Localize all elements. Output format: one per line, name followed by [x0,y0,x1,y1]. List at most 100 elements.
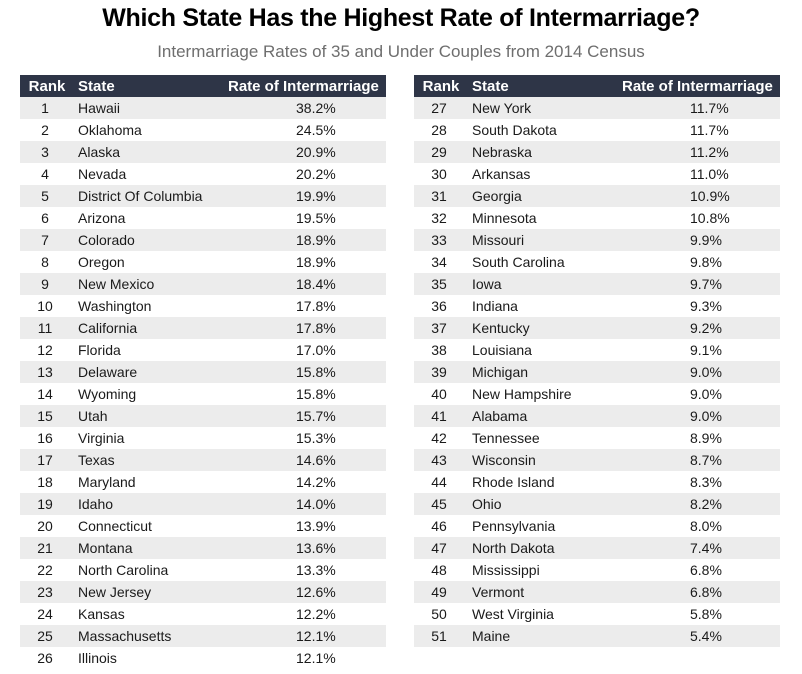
rate-cell: 9.9% [622,229,780,251]
table-row: 6 Arizona 19.5% [20,207,386,229]
state-cell: Tennessee [472,430,540,446]
state-cell: Michigan [464,361,622,383]
rank-cell: 22 [37,562,53,578]
table-row: 18 Maryland 14.2% [20,471,386,493]
table-row: 43 Wisconsin 8.7% [414,449,780,471]
rank-cell: 4 [41,166,49,182]
rank-cell: 21 [20,537,70,559]
table-row: 38 Louisiana 9.1% [414,339,780,361]
table-row: 22 North Carolina 13.3% [20,559,386,581]
rate-cell: 10.9% [622,185,780,207]
table-row: 27 New York 11.7% [414,97,780,119]
state-cell: Nebraska [464,141,622,163]
table-row: 13 Delaware 15.8% [20,361,386,383]
table-row: 10 Washington 17.8% [20,295,386,317]
rank-cell: 36 [431,298,447,314]
column-header-rank: Rank [20,75,70,97]
rank-cell: 34 [431,254,447,270]
state-cell: Nevada [78,166,127,182]
table-row: 16 Virginia 15.3% [20,427,386,449]
rate-cell: 10.8% [690,210,730,226]
state-cell: Minnesota [472,210,537,226]
rate-cell: 9.0% [690,386,722,402]
column-header-state: State [70,75,228,97]
rate-cell: 11.7% [622,97,780,119]
state-cell: Kentucky [464,317,622,339]
rate-cell: 12.2% [296,606,336,622]
rate-cell: 5.8% [690,606,722,622]
rank-cell: 12 [37,342,53,358]
rank-cell: 23 [20,581,70,603]
rank-cell: 51 [414,625,464,647]
rate-cell: 8.0% [690,518,722,534]
rate-cell: 20.2% [296,166,336,182]
rank-table-right: Rank State Rate of Intermarriage 27 New Y… [414,75,780,647]
state-cell: Hawaii [70,97,228,119]
state-cell: Indiana [472,298,518,314]
rank-cell: 1 [20,97,70,119]
page-title: Which State Has the Highest Rate of Inte… [102,4,700,32]
rank-cell: 16 [37,430,53,446]
state-cell: South Dakota [472,122,557,138]
state-cell: Alaska [70,141,228,163]
rank-cell: 27 [414,97,464,119]
rank-cell: 2 [41,122,49,138]
rate-cell: 17.8% [228,317,386,339]
rank-cell: 10 [37,298,53,314]
state-cell: Arizona [78,210,126,226]
table-body: 1 Hawaii 38.2% 2 Oklahoma 24.5% 3 Alaska 20.9% 4 N… [20,97,386,669]
table-row: 41 Alabama 9.0% [414,405,780,427]
state-cell: Arkansas [472,166,531,182]
rate-cell: 12.6% [228,581,386,603]
state-cell: Vermont [464,581,622,603]
state-cell: New Hampshire [472,386,572,402]
table-row: 46 Pennsylvania 8.0% [414,515,780,537]
table-row: 48 Mississippi 6.8% [414,559,780,581]
rate-cell: 5.4% [622,625,780,647]
table-row: 26 Illinois 12.1% [20,647,386,669]
rank-cell: 38 [431,342,447,358]
rate-cell: 11.0% [690,166,729,182]
state-cell: Colorado [70,229,228,251]
state-cell: Wyoming [78,386,137,402]
rate-cell: 24.5% [296,122,336,138]
rank-cell: 32 [431,210,447,226]
state-cell: West Virginia [472,606,554,622]
column-header-rank: Rank [414,75,464,97]
rate-cell: 9.8% [690,254,722,270]
rank-cell: 9 [20,273,70,295]
state-cell: Maine [464,625,622,647]
state-cell: New Jersey [70,581,228,603]
rate-cell: 6.8% [622,581,780,603]
state-cell: Oklahoma [78,122,142,138]
rate-cell: 12.1% [296,650,336,666]
rank-cell: 3 [20,141,70,163]
rank-cell: 24 [37,606,53,622]
table-row: 47 North Dakota 7.4% [414,537,780,559]
rank-cell: 30 [431,166,447,182]
rate-cell: 18.9% [296,254,336,270]
state-cell: Utah [70,405,228,427]
rate-cell: 9.0% [622,361,780,383]
state-cell: Pennsylvania [472,518,556,534]
state-cell: Ohio [464,493,622,515]
rank-cell: 37 [414,317,464,339]
rate-cell: 15.8% [296,386,336,402]
state-cell: Kansas [78,606,125,622]
rate-cell: 8.2% [622,493,780,515]
state-cell: South Carolina [472,254,565,270]
table-row: 31 Georgia 10.9% [414,185,780,207]
state-cell: Louisiana [472,342,532,358]
table-row: 35 Iowa 9.7% [414,273,780,295]
rate-cell: 20.9% [228,141,386,163]
table-header-row: Rank State Rate of Intermarriage [20,75,386,97]
state-cell: New York [464,97,622,119]
rate-cell: 8.7% [622,449,780,471]
table-row: 40 New Hampshire 9.0% [414,383,780,405]
table-row: 37 Kentucky 9.2% [414,317,780,339]
table-row: 44 Rhode Island 8.3% [414,471,780,493]
state-cell: New Mexico [70,273,228,295]
state-cell: Iowa [464,273,622,295]
state-cell: Wisconsin [464,449,622,471]
rank-cell: 29 [414,141,464,163]
